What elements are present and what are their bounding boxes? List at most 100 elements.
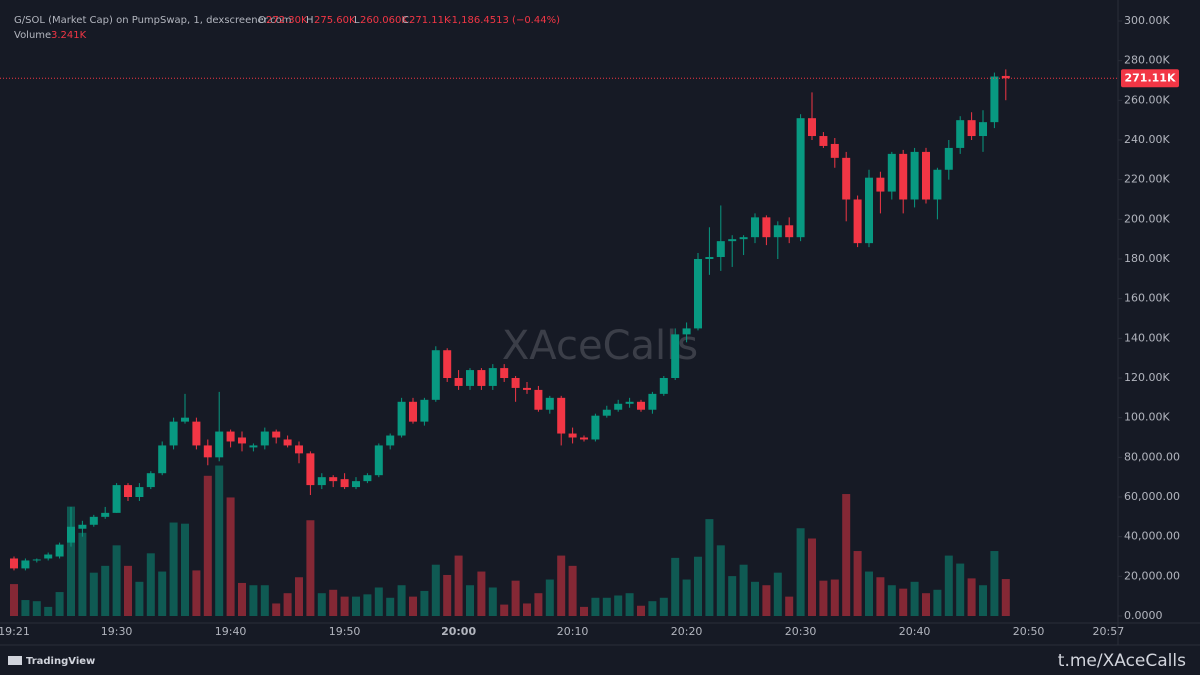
candle-body xyxy=(21,560,30,569)
candle-body xyxy=(431,350,440,400)
volume-bar xyxy=(830,579,839,616)
volume-bar xyxy=(557,555,566,616)
candle-body xyxy=(158,445,167,474)
h-label: H xyxy=(306,15,314,26)
volume-label: Volume xyxy=(14,30,51,41)
candle-body xyxy=(477,370,486,386)
candle-body xyxy=(944,147,953,170)
candle-body xyxy=(887,153,896,192)
candle-body xyxy=(112,485,121,513)
volume-bar xyxy=(317,593,326,616)
candle-body xyxy=(739,237,748,240)
candle-body xyxy=(488,368,497,386)
candle-body xyxy=(272,431,281,438)
candle-body xyxy=(762,217,771,238)
candle-body xyxy=(10,558,18,569)
link: t.me/XAceCalls xyxy=(1058,651,1186,671)
x-tick-label: 20:20 xyxy=(671,625,703,638)
candle-body xyxy=(32,559,41,561)
candle-body xyxy=(659,378,668,394)
candle-body xyxy=(899,153,908,200)
candle-body xyxy=(420,399,429,422)
candle-body xyxy=(933,169,942,200)
volume-bar xyxy=(238,582,246,616)
volume-bar xyxy=(55,592,64,616)
volume-bar xyxy=(614,595,623,616)
candle-body xyxy=(568,433,577,438)
candle-body xyxy=(238,437,246,444)
x-tick-label: 20:30 xyxy=(785,625,817,638)
volume-bar xyxy=(488,587,497,616)
volume-bar xyxy=(101,565,110,616)
volume-bar xyxy=(523,603,531,616)
candle-body xyxy=(956,120,965,148)
volume-bar xyxy=(89,572,98,616)
candle-body xyxy=(89,516,98,525)
candle-body xyxy=(55,544,64,557)
candle-body xyxy=(796,118,805,238)
candle-body xyxy=(637,401,645,410)
candle-body xyxy=(260,431,269,446)
candle-body xyxy=(352,481,360,488)
candle-body xyxy=(751,217,759,238)
candle-body xyxy=(922,151,930,200)
candle-body xyxy=(203,445,212,458)
candle-body xyxy=(386,435,395,446)
candle-body xyxy=(1001,75,1010,79)
y-tick-label: 60,000.00 xyxy=(1124,490,1180,503)
x-tick-label: 20:57 xyxy=(1093,625,1125,638)
volume-bar xyxy=(420,590,429,616)
candle-body xyxy=(78,524,87,529)
candle-body xyxy=(990,76,999,123)
y-tick-label: 220.00K xyxy=(1124,173,1170,186)
y-tick-label: 40,000.00 xyxy=(1124,530,1180,543)
change: -1,186.4513 (−0.44%) xyxy=(448,15,560,26)
volume-bar xyxy=(728,576,737,616)
candle-body xyxy=(625,401,634,404)
candle-body xyxy=(523,387,531,390)
candle-body xyxy=(545,397,554,410)
candle-body xyxy=(808,118,816,137)
h-value: 275.60K xyxy=(314,15,356,26)
volume-bar xyxy=(796,528,805,616)
volume-bar xyxy=(249,585,258,616)
candle-body xyxy=(374,445,383,476)
candle-body xyxy=(967,120,976,137)
candle-body xyxy=(602,409,611,416)
candle-body xyxy=(226,431,235,442)
x-tick-label: 19:30 xyxy=(101,625,133,638)
volume-bar xyxy=(785,596,794,616)
volume-bar xyxy=(306,520,315,616)
volume-bar xyxy=(146,553,155,616)
candle-body xyxy=(192,421,201,446)
o-value: 272.30K xyxy=(266,15,308,26)
candle-body xyxy=(580,437,588,440)
volume-bar xyxy=(716,545,725,616)
volume-bar xyxy=(751,581,759,616)
volume-bar xyxy=(454,555,463,616)
candle-body xyxy=(671,334,680,378)
y-tick-label: 160.00K xyxy=(1124,292,1170,305)
candle-body xyxy=(295,445,303,454)
candle-body xyxy=(910,151,919,200)
volume-bar xyxy=(329,589,338,616)
volume-bar xyxy=(899,588,908,616)
candle-body xyxy=(557,397,566,434)
x-tick-label: 20:10 xyxy=(557,625,589,638)
last-price-tag xyxy=(1121,69,1179,88)
last-price-label: 271.11K xyxy=(1125,71,1176,84)
volume-bar xyxy=(511,580,520,616)
volume-bar xyxy=(78,532,87,616)
candle-body xyxy=(466,370,474,386)
candle-body xyxy=(135,487,144,497)
volume-bar xyxy=(944,555,953,616)
candle-body xyxy=(101,512,110,517)
candle-body xyxy=(534,389,543,410)
volume-bar xyxy=(215,465,224,616)
y-tick-label: 120.00K xyxy=(1124,371,1170,384)
volume-bar xyxy=(169,522,178,616)
volume-bar xyxy=(671,557,680,616)
